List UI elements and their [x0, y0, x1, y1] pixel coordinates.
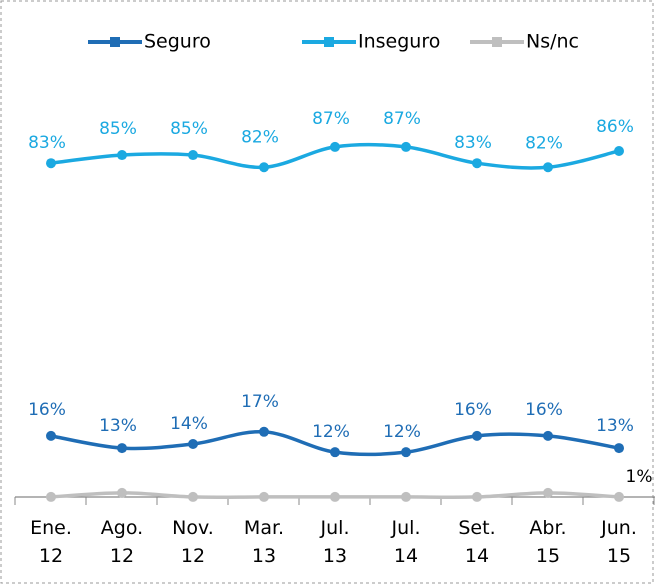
- x-tick-label: Nov. 12: [172, 517, 214, 567]
- data-label: 86%: [596, 117, 634, 137]
- data-label: 17%: [241, 392, 279, 412]
- data-label: 13%: [596, 416, 634, 436]
- point: [614, 491, 624, 502]
- point: [117, 150, 127, 161]
- data-label: 85%: [99, 119, 137, 139]
- point: [472, 430, 482, 441]
- point: [259, 162, 269, 173]
- point: [543, 487, 553, 498]
- data-label: 16%: [454, 400, 492, 420]
- legend-label: Ns/nc: [526, 31, 579, 53]
- point: [401, 447, 411, 458]
- data-label: 12%: [312, 422, 350, 442]
- point: [188, 439, 198, 450]
- point: [614, 145, 624, 156]
- legend-marker: [492, 37, 502, 47]
- point: [472, 158, 482, 169]
- point: [46, 430, 56, 441]
- x-tick-label: Jul. 14: [391, 517, 421, 567]
- x-tick-label: Jun. 15: [600, 517, 637, 567]
- point: [472, 491, 482, 502]
- point: [46, 491, 56, 502]
- point: [401, 491, 411, 502]
- legend-label: Inseguro: [358, 31, 440, 53]
- point: [259, 426, 269, 437]
- data-label: 1%: [626, 467, 653, 487]
- data-label: 16%: [525, 400, 563, 420]
- legend-label: Seguro: [144, 31, 211, 53]
- data-label: 85%: [170, 119, 208, 139]
- data-label: 83%: [28, 133, 66, 153]
- x-tick-label: Jul. 13: [320, 517, 350, 567]
- point: [330, 491, 340, 502]
- point: [330, 447, 340, 458]
- data-label: 16%: [28, 400, 66, 420]
- legend-marker: [110, 37, 120, 47]
- data-label: 83%: [454, 133, 492, 153]
- point: [117, 487, 127, 498]
- point: [259, 491, 269, 502]
- legend-marker: [324, 37, 334, 47]
- point: [543, 430, 553, 441]
- point: [614, 443, 624, 454]
- data-label: 14%: [170, 414, 208, 434]
- data-label: 12%: [383, 422, 421, 442]
- x-tick-label: Set. 14: [458, 517, 495, 567]
- x-tick-label: Mar. 13: [244, 517, 284, 567]
- x-tick-label: Abr. 15: [529, 517, 566, 567]
- x-tick-label: Ago. 12: [101, 517, 143, 567]
- data-label: 13%: [99, 416, 137, 436]
- data-label: 82%: [241, 127, 279, 147]
- data-label: 87%: [312, 109, 350, 129]
- data-label: 87%: [383, 109, 421, 129]
- x-tick-label: Ene. 12: [30, 517, 72, 567]
- point: [188, 150, 198, 161]
- data-label: 82%: [525, 133, 563, 153]
- point: [543, 162, 553, 173]
- point: [188, 491, 198, 502]
- point: [330, 141, 340, 152]
- point: [117, 443, 127, 454]
- point: [46, 158, 56, 169]
- point: [401, 141, 411, 152]
